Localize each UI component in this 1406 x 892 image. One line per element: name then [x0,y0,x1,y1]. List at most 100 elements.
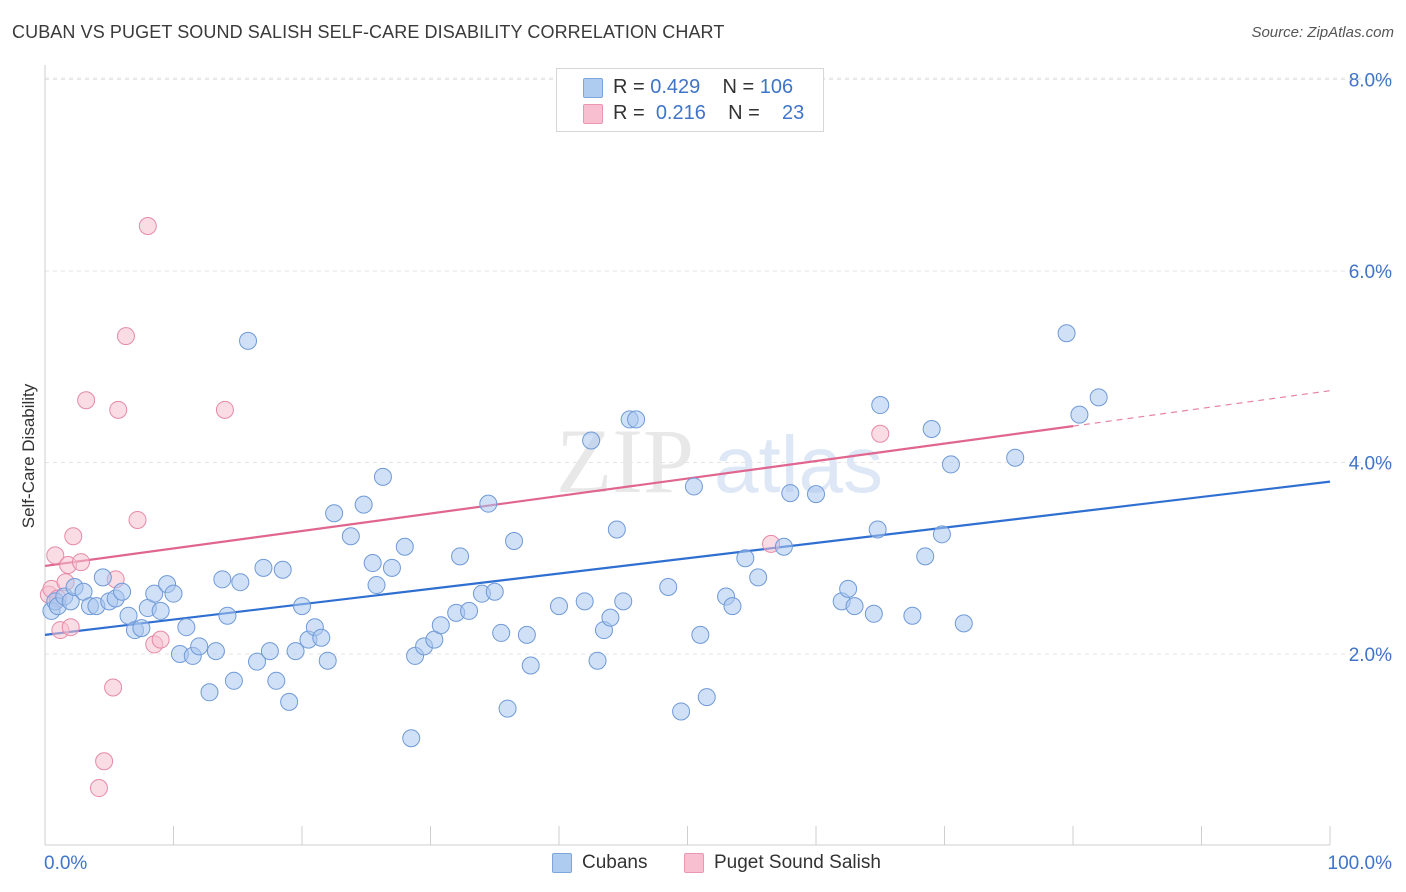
data-point-cubans [1006,448,1025,467]
data-point-cubans [839,579,858,598]
tick-labels: 2.0% 4.0% 6.0% 8.0% 0.0% 100.0% [44,71,1392,875]
data-point-puget-sound-salish [46,546,65,565]
data-point-puget-sound-salish [116,327,135,346]
data-point-cubans [318,651,337,670]
trendline-cubans [44,480,1331,636]
data-point-puget-sound-salish [109,400,128,419]
data-point-cubans [627,410,646,429]
data-point-cubans [736,549,755,568]
data-point-cubans [254,558,273,577]
data-point-cubans [354,495,373,514]
data-point-cubans [367,576,386,595]
data-point-cubans [1057,324,1076,343]
series-swatch-puget [684,853,704,873]
data-point-cubans [1089,388,1108,407]
data-point-cubans [224,671,243,690]
trendline-puget-sound-salish-extension [1072,390,1331,427]
data-point-cubans [941,455,960,474]
y-tick-label: 2.0% [1349,645,1392,666]
data-point-cubans [93,568,112,587]
data-point-puget-sound-salish [215,400,234,419]
watermark: ZIP atlas [556,410,883,512]
data-point-cubans [200,683,219,702]
data-point-cubans [607,520,626,539]
cubans-points [42,324,1108,748]
legend-r-value: 0.216 [655,102,706,124]
series-label-puget: Puget Sound Salish [714,852,881,873]
data-point-cubans [932,525,951,544]
data-point-cubans [286,642,305,661]
y-tick-label: 4.0% [1349,454,1392,475]
data-point-cubans [431,616,450,635]
data-point-cubans [485,582,504,601]
data-point-cubans [774,537,793,556]
data-point-cubans [402,729,421,748]
data-point-puget-sound-salish [128,510,147,529]
data-point-puget-sound-salish [138,216,157,235]
data-point-puget-sound-salish [151,630,170,649]
data-point-cubans [723,597,742,616]
source-label: Source: ZipAtlas.com [1251,24,1394,41]
data-point-cubans [479,494,498,513]
data-point-puget-sound-salish [77,391,96,410]
data-point-cubans [218,606,237,625]
data-point-cubans [132,619,151,638]
data-point-puget-sound-salish [871,424,890,443]
data-point-cubans [672,702,691,721]
legend-n-value: 106 [759,76,794,98]
data-point-puget-sound-salish [95,752,114,771]
correlation-legend: R = 0.429 N = 106 R = 0.216 N = 23 [556,68,824,132]
data-point-cubans [781,484,800,503]
series-label-cubans: Cubans [582,852,648,873]
data-point-cubans [614,592,633,611]
data-point-cubans [871,396,890,415]
data-point-cubans [575,592,594,611]
data-point-cubans [293,597,311,616]
data-point-cubans [239,331,258,350]
x-tick-label: 0.0% [44,853,87,874]
series-swatch-cubans [552,853,572,873]
data-point-cubans [550,597,568,616]
data-point-cubans [521,656,540,675]
data-point-cubans [113,582,132,601]
data-point-cubans [498,699,517,718]
legend-r-value: 0.429 [650,76,701,98]
data-point-cubans [151,601,170,620]
data-point-cubans [280,692,299,711]
legend-swatch-puget [583,104,603,124]
data-point-cubans [697,688,716,707]
data-point-cubans [749,568,768,587]
data-point-puget-sound-salish [104,678,123,697]
legend-swatch-cubans [583,78,603,98]
legend-n-value: 23 [782,102,805,124]
legend-n-label: N = [728,102,766,124]
legend-n-label: N = [722,76,760,98]
data-point-cubans [505,532,524,551]
data-point-cubans [373,467,392,486]
data-point-cubans [248,652,267,671]
data-point-cubans [460,601,479,620]
legend-r-label: R = [613,102,651,124]
data-point-cubans [341,527,360,546]
data-point-cubans [922,419,941,438]
data-point-cubans [807,485,825,504]
data-point-cubans [231,573,250,592]
x-tick-label: 100.0% [1328,853,1393,874]
data-point-cubans [517,625,536,644]
data-point-cubans [684,477,703,496]
data-point-cubans [659,577,678,596]
y-tick-label: 6.0% [1349,262,1392,283]
data-point-cubans [312,628,331,647]
data-point-cubans [868,520,887,539]
y-tick-label: 8.0% [1349,71,1392,92]
data-point-puget-sound-salish [71,553,90,572]
data-point-puget-sound-salish [89,779,108,798]
trendlines [44,390,1331,636]
data-point-cubans [1070,405,1089,424]
data-point-cubans [588,651,607,670]
data-point-cubans [213,570,232,589]
axes [44,65,1331,846]
data-point-cubans [145,584,164,603]
data-point-cubans [267,671,286,690]
